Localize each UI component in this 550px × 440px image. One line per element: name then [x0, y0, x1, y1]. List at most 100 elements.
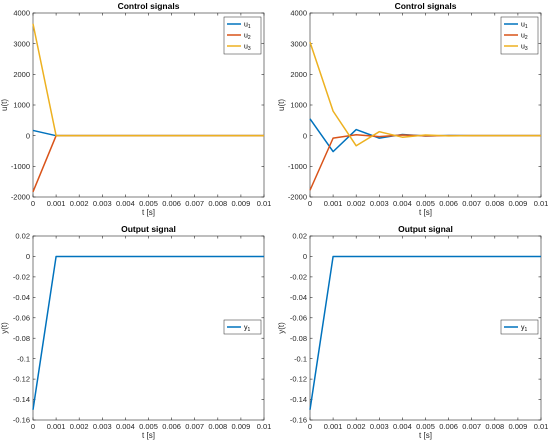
x-axis-label: t [s]: [419, 208, 432, 217]
x-tick-label: 0.01: [534, 422, 549, 431]
x-tick-label: 0: [31, 422, 35, 431]
legend-label-subscript: 2: [525, 35, 528, 41]
series-line-y1: [309, 255, 541, 410]
chart-panel-2: Control signals 0 0.001 0.002 0.003 0.004 0.00…: [277, 1, 548, 217]
y-tick-label: -0.06: [290, 313, 307, 322]
x-tick-label: 0.007: [185, 422, 204, 431]
y-tick-label: 4000: [13, 9, 30, 18]
legend-label-u3: u3: [244, 44, 251, 53]
x-tick-label: 0.001: [324, 422, 343, 431]
legend-label-subscript: 1: [525, 24, 528, 30]
x-tick-label: 0.01: [257, 422, 272, 431]
y-tick-label: -0.04: [13, 293, 30, 302]
x-tick-label: 0: [308, 422, 312, 431]
x-tick-label: 0.002: [70, 199, 89, 208]
y-tick-label: -0.1: [294, 354, 307, 363]
x-tick-label: 0.009: [509, 422, 528, 431]
legend-label-base: y: [521, 325, 525, 332]
y-tick-label: 0: [26, 131, 30, 140]
chart-title: Output signal: [121, 224, 176, 234]
chart-panel-3: Output signal 0 0.001 0.002 0.003 0.004 0.005 0…: [0, 224, 271, 440]
x-tick-label: 0.007: [185, 199, 204, 208]
y-tick-label: -0.14: [290, 395, 307, 404]
chart-title: Output signal: [398, 224, 453, 234]
x-tick-label: 0.01: [257, 199, 272, 208]
x-tick-label: 0.002: [347, 199, 366, 208]
y-tick-label: -0.02: [13, 272, 30, 281]
y-axis-label: u(t): [277, 99, 286, 111]
y-tick-label: -0.12: [13, 375, 30, 384]
x-tick-label: 0.003: [370, 199, 389, 208]
x-tick-label: 0.009: [232, 199, 251, 208]
legend-label-y1: y1: [244, 325, 251, 334]
y-tick-label: -1000: [288, 162, 307, 171]
y-tick-label: -0.04: [290, 293, 307, 302]
legend-label-base: u: [244, 44, 248, 51]
x-axis-label: t [s]: [142, 208, 155, 217]
x-tick-label: 0.002: [70, 422, 89, 431]
legend-label-base: u: [521, 44, 525, 51]
y-tick-label: -2000: [288, 193, 307, 202]
legend-label-base: u: [244, 33, 248, 40]
x-tick-label: 0.001: [47, 422, 66, 431]
x-tick-label: 0.006: [439, 422, 458, 431]
legend-label-subscript: 1: [248, 327, 251, 333]
x-tick-label: 0.003: [93, 199, 112, 208]
legend-label-base: y: [244, 325, 248, 332]
y-tick-label: 1000: [290, 101, 307, 110]
y-tick-label: 2000: [13, 70, 30, 79]
x-tick-label: 0.006: [162, 199, 181, 208]
x-tick-label: 0.001: [324, 199, 343, 208]
x-tick-label: 0.008: [485, 199, 504, 208]
legend-label-u2: u2: [244, 33, 251, 42]
x-tick-label: 0.007: [462, 199, 481, 208]
series-line-u3: [309, 41, 541, 147]
x-tick-label: 0.008: [208, 422, 227, 431]
x-tick-label: 0.004: [393, 199, 412, 208]
y-tick-label: 0.02: [292, 232, 307, 241]
x-tick-label: 0: [31, 199, 35, 208]
x-tick-label: 0.01: [534, 199, 549, 208]
y-tick-label: -0.08: [13, 334, 30, 343]
y-tick-label: -0.12: [290, 375, 307, 384]
x-tick-label: 0.002: [347, 422, 366, 431]
y-tick-label: 0.02: [15, 232, 30, 241]
legend-label-base: u: [521, 22, 525, 29]
y-tick-label: 4000: [290, 9, 307, 18]
y-tick-label: 3000: [290, 39, 307, 48]
legend-label-subscript: 3: [525, 46, 528, 52]
y-tick-label: -0.02: [290, 272, 307, 281]
legend-label-u2: u2: [521, 33, 528, 42]
x-tick-label: 0.004: [393, 422, 412, 431]
y-axis-label: y(t): [0, 322, 9, 334]
legend-label-y1: y1: [521, 325, 528, 334]
chart-title: Control signals: [118, 1, 180, 11]
x-tick-label: 0.008: [485, 422, 504, 431]
x-tick-label: 0.001: [47, 199, 66, 208]
y-tick-label: -0.1: [17, 354, 30, 363]
x-tick-label: 0.003: [93, 422, 112, 431]
y-tick-label: 2000: [290, 70, 307, 79]
y-tick-label: -0.08: [290, 334, 307, 343]
legend-label-base: u: [521, 33, 525, 40]
x-tick-label: 0.007: [462, 422, 481, 431]
y-tick-label: -0.14: [13, 395, 30, 404]
x-axis-label: t [s]: [419, 431, 432, 440]
y-tick-label: 3000: [13, 39, 30, 48]
x-tick-label: 0.009: [232, 422, 251, 431]
y-tick-label: -0.06: [13, 313, 30, 322]
y-tick-label: -0.16: [13, 416, 30, 425]
chart-panel-4: Output signal 0 0.001 0.002 0.003 0.004 0.005 0…: [277, 224, 548, 440]
legend-label-u3: u3: [521, 44, 528, 53]
y-tick-label: 0: [303, 252, 307, 261]
legend-label-subscript: 3: [248, 46, 251, 52]
x-tick-label: 0.004: [116, 199, 135, 208]
y-tick-label: -1000: [11, 162, 30, 171]
series-line-y1: [32, 255, 264, 410]
legend: y1: [223, 319, 262, 335]
x-tick-label: 0: [308, 199, 312, 208]
y-axis-label: y(t): [277, 322, 286, 334]
legend-box: [223, 319, 262, 335]
